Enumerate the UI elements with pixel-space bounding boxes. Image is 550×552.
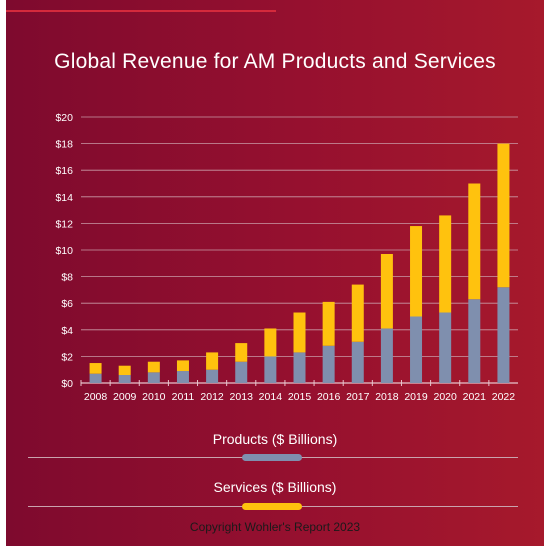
- legend-swatch-products: [242, 454, 302, 461]
- y-tick-label: $6: [61, 298, 73, 310]
- bars: [89, 143, 510, 383]
- bar-services: [89, 363, 102, 374]
- bar-services: [264, 328, 277, 357]
- x-axis-ticks: 2008 2009 2010 2011 2012 2013 2014 2015 2016 2017…: [80, 380, 516, 403]
- legend-swatch-services: [242, 503, 302, 510]
- legend-label-products: Products ($ Billions): [212, 431, 338, 447]
- bar-chart: $0 $2 $4 $6 $8 $10 $12 $14 $16 $18 $20 2008 2009 201…: [55, 112, 518, 403]
- x-tick-label: 2019: [404, 391, 428, 403]
- bar-products: [468, 299, 481, 383]
- x-tick-label: 2020: [433, 391, 457, 403]
- x-tick-label: 2017: [346, 391, 370, 403]
- bar-services: [235, 343, 248, 362]
- bar-services: [439, 215, 452, 313]
- bar-services: [410, 226, 423, 317]
- x-tick-label: 2022: [492, 391, 516, 403]
- chart-frame: Global Revenue for AM Products and Servi…: [6, 0, 544, 546]
- y-tick-label: $2: [61, 351, 73, 363]
- bar-services: [322, 301, 335, 346]
- y-tick-label: $4: [61, 325, 73, 337]
- x-tick-label: 2008: [84, 391, 108, 403]
- x-tick-label: 2009: [113, 391, 137, 403]
- x-tick-label: 2021: [463, 391, 487, 403]
- x-tick-label: 2015: [288, 391, 312, 403]
- bar-services: [468, 183, 481, 300]
- x-tick-label: 2018: [375, 391, 399, 403]
- y-tick-label: $10: [55, 245, 73, 257]
- bar-products: [176, 371, 189, 383]
- bar-services: [147, 361, 160, 373]
- bar-products: [439, 312, 452, 383]
- x-tick-label: 2013: [230, 391, 254, 403]
- y-tick-label: $20: [55, 112, 73, 124]
- y-tick-label: $12: [55, 218, 73, 230]
- bar-products: [206, 369, 219, 383]
- y-axis-ticks: $0 $2 $4 $6 $8 $10 $12 $14 $16 $18 $20: [55, 112, 73, 390]
- bar-services: [293, 312, 306, 353]
- bar-products: [264, 356, 277, 383]
- bar-products: [235, 361, 248, 383]
- y-tick-label: $0: [61, 378, 73, 390]
- bar-products: [351, 341, 364, 383]
- bar-products: [322, 345, 335, 383]
- bar-services: [118, 365, 131, 376]
- bar-products: [118, 375, 131, 383]
- y-tick-label: $16: [55, 165, 73, 177]
- bar-products: [147, 372, 160, 383]
- bar-products: [89, 373, 102, 383]
- x-tick-label: 2012: [200, 391, 224, 403]
- x-tick-label: 2010: [142, 391, 166, 403]
- bar-products: [410, 316, 423, 383]
- bar-services: [176, 360, 189, 372]
- bar-services: [351, 284, 364, 342]
- y-tick-label: $8: [61, 272, 73, 284]
- y-tick-label: $14: [55, 192, 73, 204]
- bar-products: [380, 328, 393, 383]
- copyright-notice: Copyright Wohler's Report 2023: [189, 520, 361, 534]
- chart-title: Global Revenue for AM Products and Servi…: [54, 50, 496, 73]
- legend-label-services: Services ($ Billions): [213, 479, 337, 495]
- x-tick-label: 2016: [317, 391, 341, 403]
- bar-products: [293, 352, 306, 383]
- bar-services: [380, 253, 393, 329]
- y-tick-label: $18: [55, 139, 73, 151]
- bar-services: [206, 352, 219, 370]
- bar-services: [497, 143, 510, 288]
- x-tick-label: 2011: [172, 391, 195, 403]
- bar-products: [497, 287, 510, 383]
- x-tick-label: 2014: [259, 391, 283, 403]
